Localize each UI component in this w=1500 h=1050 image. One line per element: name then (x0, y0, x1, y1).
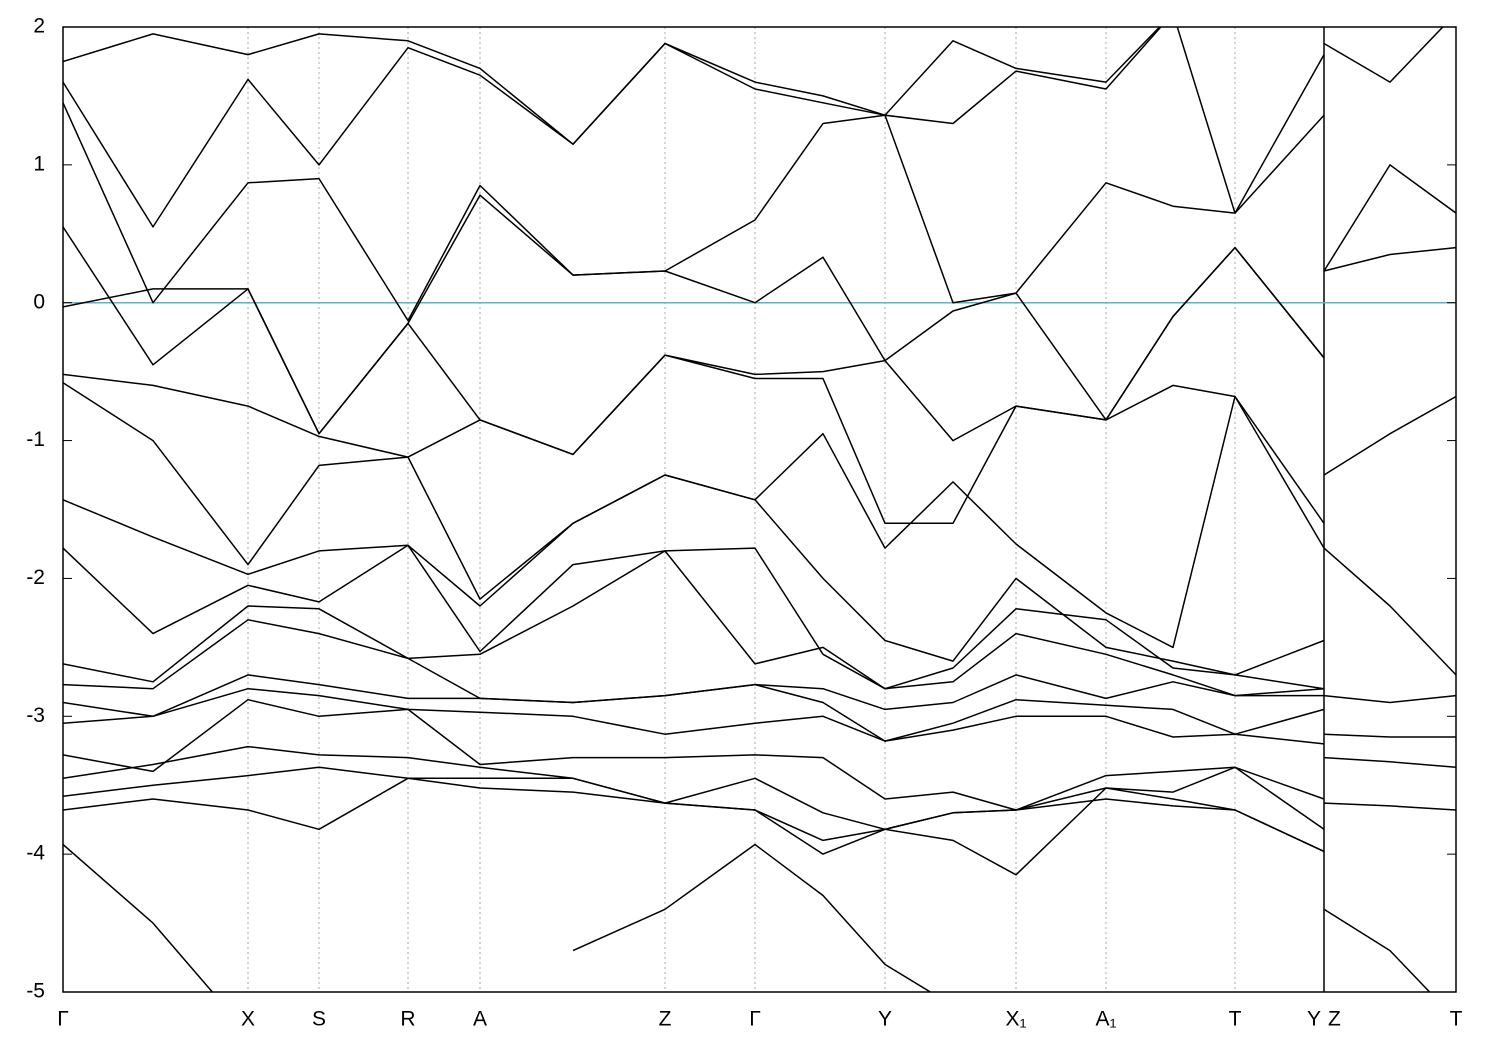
band (63, 102, 1456, 322)
x-tick-label: X₁ (1005, 1008, 1026, 1031)
x-tick-label: S (312, 1008, 326, 1031)
y-tick-label: -5 (26, 980, 45, 1003)
band (63, 674, 1325, 742)
x-tick-label: Γ (57, 1008, 69, 1031)
x-tick-label: Γ (749, 1008, 761, 1031)
band (63, 27, 1161, 145)
band (63, 845, 1324, 1034)
bands (63, 27, 1456, 1034)
x-tick-label: A₁ (1095, 1008, 1116, 1031)
y-tick-label: 1 (33, 152, 45, 175)
band (63, 382, 1456, 704)
y-tick-label: -2 (26, 566, 45, 589)
band (63, 226, 1456, 476)
band (63, 194, 1456, 435)
band (63, 687, 1325, 745)
band (63, 474, 1456, 738)
band (63, 27, 1444, 228)
band (63, 766, 1325, 876)
band (63, 544, 1456, 769)
band (63, 550, 1456, 811)
x-tick-label: A (473, 1008, 487, 1031)
grid (62, 27, 1457, 992)
x-tick-label: Y (1307, 1008, 1321, 1031)
x-tick-label: Y (878, 1008, 892, 1031)
band (63, 745, 1325, 831)
band (63, 354, 1456, 676)
y-tick-label: 2 (33, 15, 45, 38)
band (63, 619, 1431, 992)
x-tick-label: R (400, 1008, 415, 1031)
y-tick-label: -4 (26, 842, 45, 865)
band (63, 777, 1325, 855)
y-tick-label: -1 (26, 428, 45, 451)
x-tick-label: Z (659, 1008, 672, 1031)
y-tick-label: 0 (33, 290, 45, 313)
plot-frame (62, 26, 1457, 993)
x-tick-label: Z (1328, 1008, 1341, 1031)
x-tick-label: T (1450, 1008, 1463, 1031)
y-tick-label: -3 (26, 704, 45, 727)
band (63, 698, 1325, 811)
x-tick-label: T (1229, 1008, 1242, 1031)
x-tick-label: X (241, 1008, 255, 1031)
